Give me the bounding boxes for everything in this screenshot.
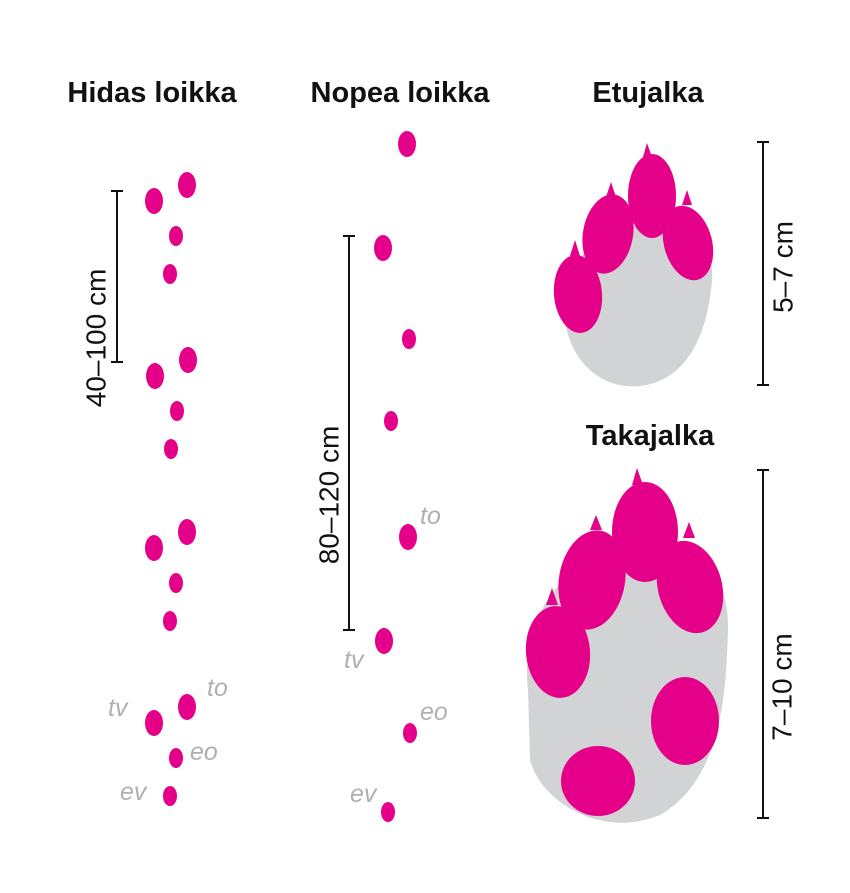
paw-title: Etujalka (592, 77, 704, 109)
column-title: Nopea loikka (311, 77, 491, 109)
measure: 5–7 cm (767, 221, 798, 313)
fast-tracks (374, 131, 417, 822)
paw-title: Takajalka (586, 420, 715, 452)
front-paw (553, 143, 714, 387)
track-label: to (420, 502, 441, 530)
scale-bars (111, 141, 769, 819)
track-label: tv (108, 694, 129, 722)
measure: 40–100 cm (80, 269, 111, 408)
measure: 80–120 cm (313, 426, 344, 565)
track-label: eo (190, 738, 218, 766)
slow-tracks (145, 172, 197, 806)
track-label: tv (344, 646, 365, 674)
track-label: to (207, 674, 228, 702)
hind-paw (525, 468, 729, 823)
track-label: ev (120, 778, 148, 806)
column-title: Hidas loikka (67, 77, 237, 109)
track-label: eo (420, 698, 448, 726)
track-label: ev (350, 780, 378, 808)
measure: 7–10 cm (766, 633, 797, 740)
